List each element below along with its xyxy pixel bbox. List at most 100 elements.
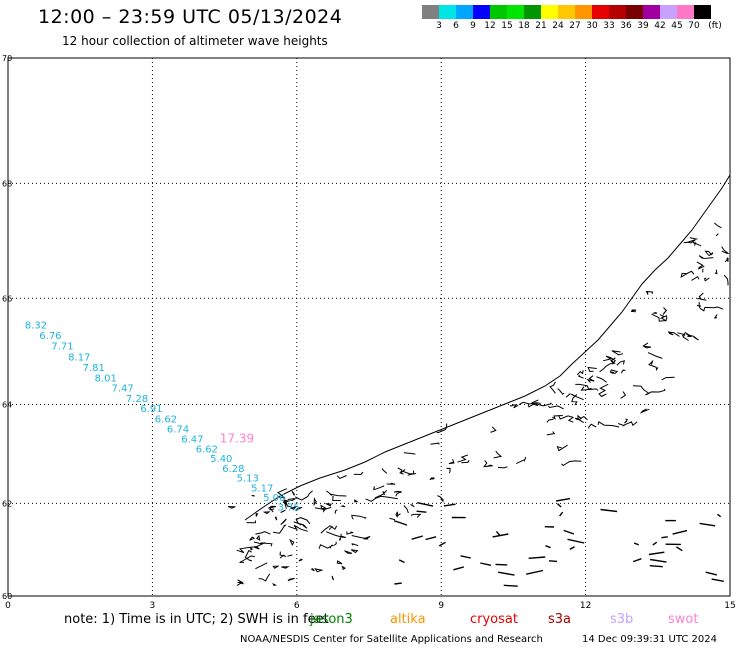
lat-tick-label: 62 <box>2 499 12 508</box>
coastline-fragment <box>598 383 609 398</box>
coastline-fragment <box>490 426 497 433</box>
legend-label: 3 <box>436 21 442 31</box>
coastline-fragment <box>394 490 402 497</box>
coastline-fragment <box>557 388 565 395</box>
legend-swatch <box>541 5 558 19</box>
lake-outline <box>555 497 571 502</box>
coastline-fragment <box>429 477 435 481</box>
island-outline <box>336 560 343 565</box>
lake-outline <box>416 510 427 513</box>
coastline-fragment <box>518 401 541 406</box>
coastline-fragment <box>351 543 359 547</box>
island-outline <box>338 537 342 541</box>
swh-label-cyan: 7.81 <box>83 363 105 374</box>
coastline-fragment <box>683 239 696 244</box>
island-outline <box>268 505 277 509</box>
coastline-fragment <box>645 388 666 396</box>
coastline-fragment <box>556 444 568 452</box>
swh-label-cyan: 6.62 <box>196 444 218 455</box>
coastline-fragment <box>611 350 624 356</box>
coastline-fragment <box>609 369 619 374</box>
legend-label: 42 <box>654 21 666 31</box>
lake-outline <box>711 578 724 582</box>
coastline-fragment <box>601 394 605 397</box>
coastline-fragment <box>714 269 718 275</box>
island-outline <box>290 505 297 510</box>
legend-swatch <box>643 5 660 19</box>
legend-swatch <box>524 5 541 19</box>
coastline-fragment <box>403 505 409 514</box>
coastline-fragment <box>436 423 448 434</box>
satellite-s3a: s3a <box>548 612 572 627</box>
coastline-fragment <box>373 485 385 491</box>
lake-outline <box>425 536 437 541</box>
lake-outline <box>676 546 683 552</box>
lake-outline <box>438 541 446 547</box>
legend-label: 70 <box>688 21 700 31</box>
coastline-fragment <box>587 366 597 373</box>
satellite-altika: altika <box>390 612 426 627</box>
legend-swatch <box>422 5 439 19</box>
coastline-fragment <box>548 405 564 410</box>
swh-label-cyan: 6.76 <box>39 331 61 342</box>
coastline-fragment <box>667 331 680 337</box>
island-outline <box>350 549 359 554</box>
coastline-fragment <box>448 459 455 465</box>
coastline-fragment <box>318 544 334 549</box>
swh-label-cyan: 6.28 <box>222 464 244 475</box>
coastline-fragment <box>696 302 702 309</box>
legend-swatch <box>507 5 524 19</box>
lake-outline <box>672 529 688 535</box>
island-outline <box>325 503 332 507</box>
coastline-fragment <box>334 509 338 514</box>
coastline-fragment <box>602 355 616 364</box>
coastline-fragment <box>642 342 652 349</box>
island-outline <box>313 497 317 507</box>
coastline-fragment <box>565 393 572 398</box>
coastline-fragment <box>630 309 637 313</box>
lake-outline <box>661 536 668 539</box>
lake-outline <box>395 520 408 526</box>
lake-outline <box>716 513 722 518</box>
lon-tick-label: 3 <box>150 601 156 611</box>
coastline-fragment <box>294 490 313 501</box>
legend-label: 39 <box>637 21 649 31</box>
coastline-fragment <box>713 222 722 229</box>
coastline-fragment <box>575 383 599 391</box>
coastline-fragment <box>698 292 704 300</box>
island-outline <box>249 536 256 541</box>
coastline-fragment <box>680 270 695 279</box>
swh-label-cyan: 8.32 <box>25 320 47 331</box>
coastline-fragment <box>620 369 626 374</box>
coastline-fragment <box>645 290 653 295</box>
coastline-fragment <box>246 520 256 524</box>
island-outline <box>274 516 278 521</box>
coastline-fragment <box>546 431 556 436</box>
coastline-fragment <box>691 275 700 281</box>
lake-outline <box>545 545 551 549</box>
lat-tick-label: 70 <box>2 54 12 63</box>
legend-swatch <box>473 5 490 19</box>
legend-label: 24 <box>552 21 564 31</box>
legend-label: 27 <box>569 21 581 31</box>
island-outline <box>340 505 346 508</box>
swh-label-cyan: 6.91 <box>140 404 162 415</box>
coastline-fragment <box>333 541 337 547</box>
legend-swatch <box>660 5 677 19</box>
coastline-fragment <box>686 334 699 341</box>
coastline-fragment <box>697 297 707 301</box>
legend-label: 15 <box>501 21 513 31</box>
coastline-fragment <box>681 331 692 338</box>
coastline-fragment <box>677 332 689 341</box>
coastline-fragment <box>571 394 578 406</box>
coastline-fragment <box>389 517 396 523</box>
color-legend <box>422 5 711 19</box>
coastline-fragment <box>329 493 347 497</box>
lake-outline <box>460 555 471 559</box>
coastline-fragment <box>276 488 288 499</box>
swh-label-cyan: 5.13 <box>237 474 259 485</box>
coastline-fragment <box>326 531 346 538</box>
coastline-fragment <box>457 454 468 463</box>
coastline-fragment <box>279 551 287 559</box>
legend-label: 6 <box>453 21 459 31</box>
